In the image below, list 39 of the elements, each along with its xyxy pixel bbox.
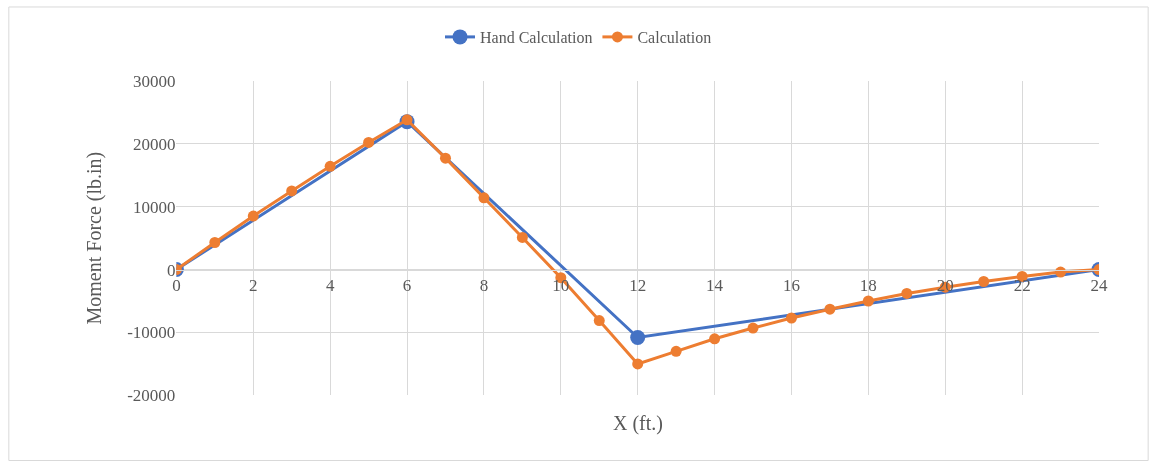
- point: [901, 287, 913, 299]
- y-tick-label: 0: [166, 260, 176, 280]
- point: [862, 295, 874, 307]
- x-tick-label: 24: [1090, 275, 1109, 295]
- point: [363, 136, 375, 148]
- point: [516, 231, 528, 243]
- y-tick-label: 10000: [132, 197, 176, 217]
- point: [286, 185, 298, 197]
- y-tick-label: 30000: [132, 71, 176, 91]
- y-axis-title: Moment Force (lb.in): [82, 151, 106, 325]
- legend-label: Hand Calculation: [480, 29, 593, 47]
- point: [670, 345, 682, 357]
- x-tick-label: 2: [249, 275, 258, 295]
- y-tick-label: -20000: [127, 386, 176, 406]
- point: [439, 152, 451, 164]
- point: [324, 160, 336, 172]
- x-tick-label: 18: [859, 275, 877, 295]
- x-tick-label: 22: [1013, 275, 1031, 295]
- x-tick-label: 8: [479, 275, 489, 295]
- x-tick-label: 16: [782, 275, 800, 295]
- point: [747, 322, 759, 334]
- point: [632, 358, 644, 370]
- x-tick-label: 4: [325, 275, 335, 295]
- point: [709, 333, 721, 345]
- legend-label: Calculation: [637, 29, 712, 47]
- point: [247, 210, 259, 222]
- x-tick-label: 6: [402, 275, 412, 295]
- point: [978, 276, 990, 288]
- x-tick-label: 14: [706, 275, 724, 295]
- point: [478, 192, 490, 204]
- point: [401, 114, 413, 126]
- point: [785, 312, 797, 324]
- x-tick-label: 12: [629, 275, 647, 295]
- point: [593, 315, 605, 327]
- point: [824, 303, 836, 315]
- y-tick-label: -10000: [127, 323, 176, 343]
- point: [209, 236, 221, 248]
- x-axis-title: X (ft.): [613, 412, 663, 435]
- y-tick-label: 20000: [132, 134, 176, 154]
